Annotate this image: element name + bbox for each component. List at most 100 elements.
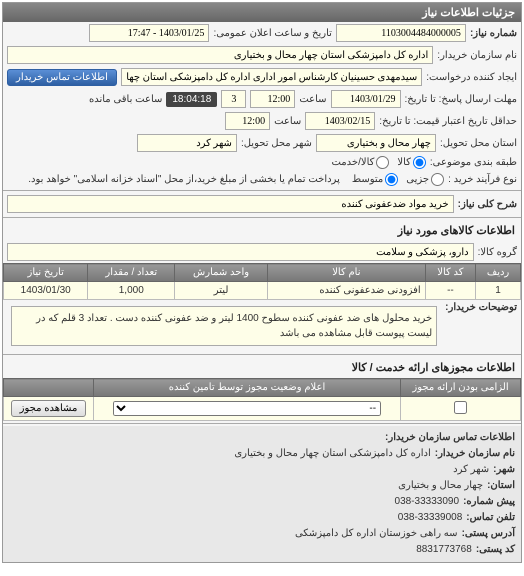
footer-city-label: شهر:	[493, 462, 515, 478]
credit-time	[225, 112, 270, 130]
countdown-timer: 18:04:18	[166, 92, 217, 107]
auth-table: الزامی بودن ارائه مجوز اعلام وضعیت مجوز …	[3, 378, 521, 421]
cell-unit: لیتر	[175, 282, 268, 300]
time-label-1: ساعت	[299, 94, 326, 105]
footer-post-line: کد پستی: 8831773768	[9, 542, 515, 558]
contact-buyer-button[interactable]: اطلاعات تماس خریدار	[7, 69, 117, 86]
time-label-2: ساعت	[274, 116, 301, 127]
auth-col-2	[4, 379, 94, 397]
requester-label: ایجاد کننده درخواست:	[426, 72, 517, 83]
footer-org: اداره کل دامپزشکی استان چهار محال و بختی…	[234, 446, 430, 462]
col-code: کد کالا	[425, 264, 475, 282]
budget-goods-label: کالا	[397, 157, 411, 168]
process-small-option[interactable]: جزیی	[406, 173, 444, 186]
auth-required-checkbox[interactable]	[454, 401, 467, 414]
row-deadline: مهلت ارسال پاسخ: تا تاریخ: ساعت 18:04:18…	[3, 88, 521, 110]
cell-row: 1	[476, 282, 521, 300]
process-medium-label: متوسط	[352, 174, 383, 185]
row-goods-group: گروه کالا:	[3, 241, 521, 263]
footer-prefix-line: پیش شماره: 038-33333090	[9, 494, 515, 510]
footer-post-label: کد پستی:	[476, 542, 515, 558]
auth-section-title: اطلاعات مجوزهای ارائه خدمت / کالا	[3, 357, 521, 378]
budget-radio-group: کالا کالا/خدمت	[331, 156, 425, 169]
row-process: نوع فرآیند خرید : جزیی متوسط پرداخت تمام…	[3, 171, 521, 188]
col-qty: تعداد / مقدار	[88, 264, 175, 282]
footer-phone-line: تلفن تماس: 038-33339008	[9, 510, 515, 526]
remain-label: ساعت باقی مانده	[89, 94, 162, 105]
row-credit: حداقل تاریخ اعتبار قیمت: تا تاریخ: ساعت	[3, 110, 521, 132]
need-title-label: شرح کلی نیاز:	[458, 199, 517, 210]
footer-org-label: نام سازمان خریدار:	[435, 446, 515, 462]
city-label: شهر محل تحویل:	[241, 138, 312, 149]
pay-note: پرداخت تمام یا بخشی از مبلغ خرید،از محل …	[28, 174, 340, 185]
buyer-note-label: توضیحات خریدار:	[445, 302, 517, 313]
cell-qty: 1,000	[88, 282, 175, 300]
requester-field	[121, 68, 422, 86]
announce-label: تاریخ و ساعت اعلان عمومی:	[213, 28, 332, 39]
deadline-date	[331, 90, 401, 108]
panel-title: جزئیات اطلاعات نیاز	[3, 3, 521, 22]
cell-date: 1403/01/30	[4, 282, 88, 300]
process-small-radio[interactable]	[431, 173, 444, 186]
col-unit: واحد شمارش	[175, 264, 268, 282]
goods-group-field	[7, 243, 474, 261]
footer-contact: اطلاعات تماس سازمان خریدار: نام سازمان خ…	[3, 426, 521, 562]
footer-prefix-label: پیش شماره:	[463, 494, 515, 510]
footer-city: شهر کرد	[453, 462, 489, 478]
footer-section-title: اطلاعات تماس سازمان خریدار:	[9, 430, 515, 446]
process-small-label: جزیی	[406, 174, 429, 185]
footer-province-line: استان: چهار محال و بختیاری	[9, 478, 515, 494]
deadline-time	[250, 90, 295, 108]
budget-service-option[interactable]: کالا/خدمت	[331, 156, 389, 169]
goods-group-label: گروه کالا:	[478, 247, 517, 258]
footer-addr: سه راهی خوزستان اداره کل دامپزشکی	[295, 526, 458, 542]
cell-name: افزودنی ضدعفونی کننده	[268, 282, 426, 300]
req-no-label: شماره نیاز:	[470, 28, 517, 39]
footer-phone-label: تلفن تماس:	[466, 510, 515, 526]
row-req-no: شماره نیاز: تاریخ و ساعت اعلان عمومی:	[3, 22, 521, 44]
auth-row: -- مشاهده مجوز	[4, 397, 521, 421]
buyer-name-label: نام سازمان خریدار:	[437, 50, 517, 61]
row-need-title: شرح کلی نیاز:	[3, 193, 521, 215]
credit-label: حداقل تاریخ اعتبار قیمت: تا تاریخ:	[379, 116, 517, 127]
cell-code: --	[425, 282, 475, 300]
process-label: نوع فرآیند خرید :	[448, 174, 517, 185]
footer-phone: 038-33339008	[398, 510, 463, 526]
auth-status-select[interactable]: --	[113, 401, 381, 416]
footer-addr-label: آدرس پستی:	[462, 526, 515, 542]
auth-cell-required	[401, 397, 521, 421]
auth-cell-view: مشاهده مجوز	[4, 397, 94, 421]
divider-3	[3, 354, 521, 355]
footer-prefix: 038-33333090	[395, 494, 460, 510]
budget-service-radio[interactable]	[376, 156, 389, 169]
row-buyer: نام سازمان خریدار:	[3, 44, 521, 66]
auth-header-row: الزامی بودن ارائه مجوز اعلام وضعیت مجوز …	[4, 379, 521, 397]
footer-post: 8831773768	[416, 542, 472, 558]
req-no-field	[336, 24, 466, 42]
process-medium-radio[interactable]	[385, 173, 398, 186]
footer-org-line: نام سازمان خریدار: اداره کل دامپزشکی است…	[9, 446, 515, 462]
row-requester: ایجاد کننده درخواست: اطلاعات تماس خریدار	[3, 66, 521, 88]
row-location: استان محل تحویل: شهر محل تحویل:	[3, 132, 521, 154]
credit-date	[305, 112, 375, 130]
city-field	[137, 134, 237, 152]
auth-col-0: الزامی بودن ارائه مجوز	[401, 379, 521, 397]
divider-2	[3, 217, 521, 218]
process-medium-option[interactable]: متوسط	[352, 173, 398, 186]
deadline-label: مهلت ارسال پاسخ: تا تاریخ:	[405, 94, 517, 105]
budget-goods-radio[interactable]	[413, 156, 426, 169]
goods-section-title: اطلاعات کالاهای مورد نیاز	[3, 220, 521, 241]
view-auth-button[interactable]: مشاهده مجوز	[11, 400, 87, 417]
budget-service-label: کالا/خدمت	[331, 157, 374, 168]
process-radio-group: جزیی متوسط	[352, 173, 444, 186]
col-date: تاریخ نیاز	[4, 264, 88, 282]
auth-col-1: اعلام وضعیت مجوز توسط تامین کننده	[94, 379, 401, 397]
province-label: استان محل تحویل:	[440, 138, 517, 149]
divider-1	[3, 190, 521, 191]
announce-field	[89, 24, 209, 42]
col-row: ردیف	[476, 264, 521, 282]
budget-goods-option[interactable]: کالا	[397, 156, 426, 169]
province-field	[316, 134, 436, 152]
budget-label: طبقه بندی موضوعی:	[430, 157, 517, 168]
footer-city-line: شهر: شهر کرد	[9, 462, 515, 478]
